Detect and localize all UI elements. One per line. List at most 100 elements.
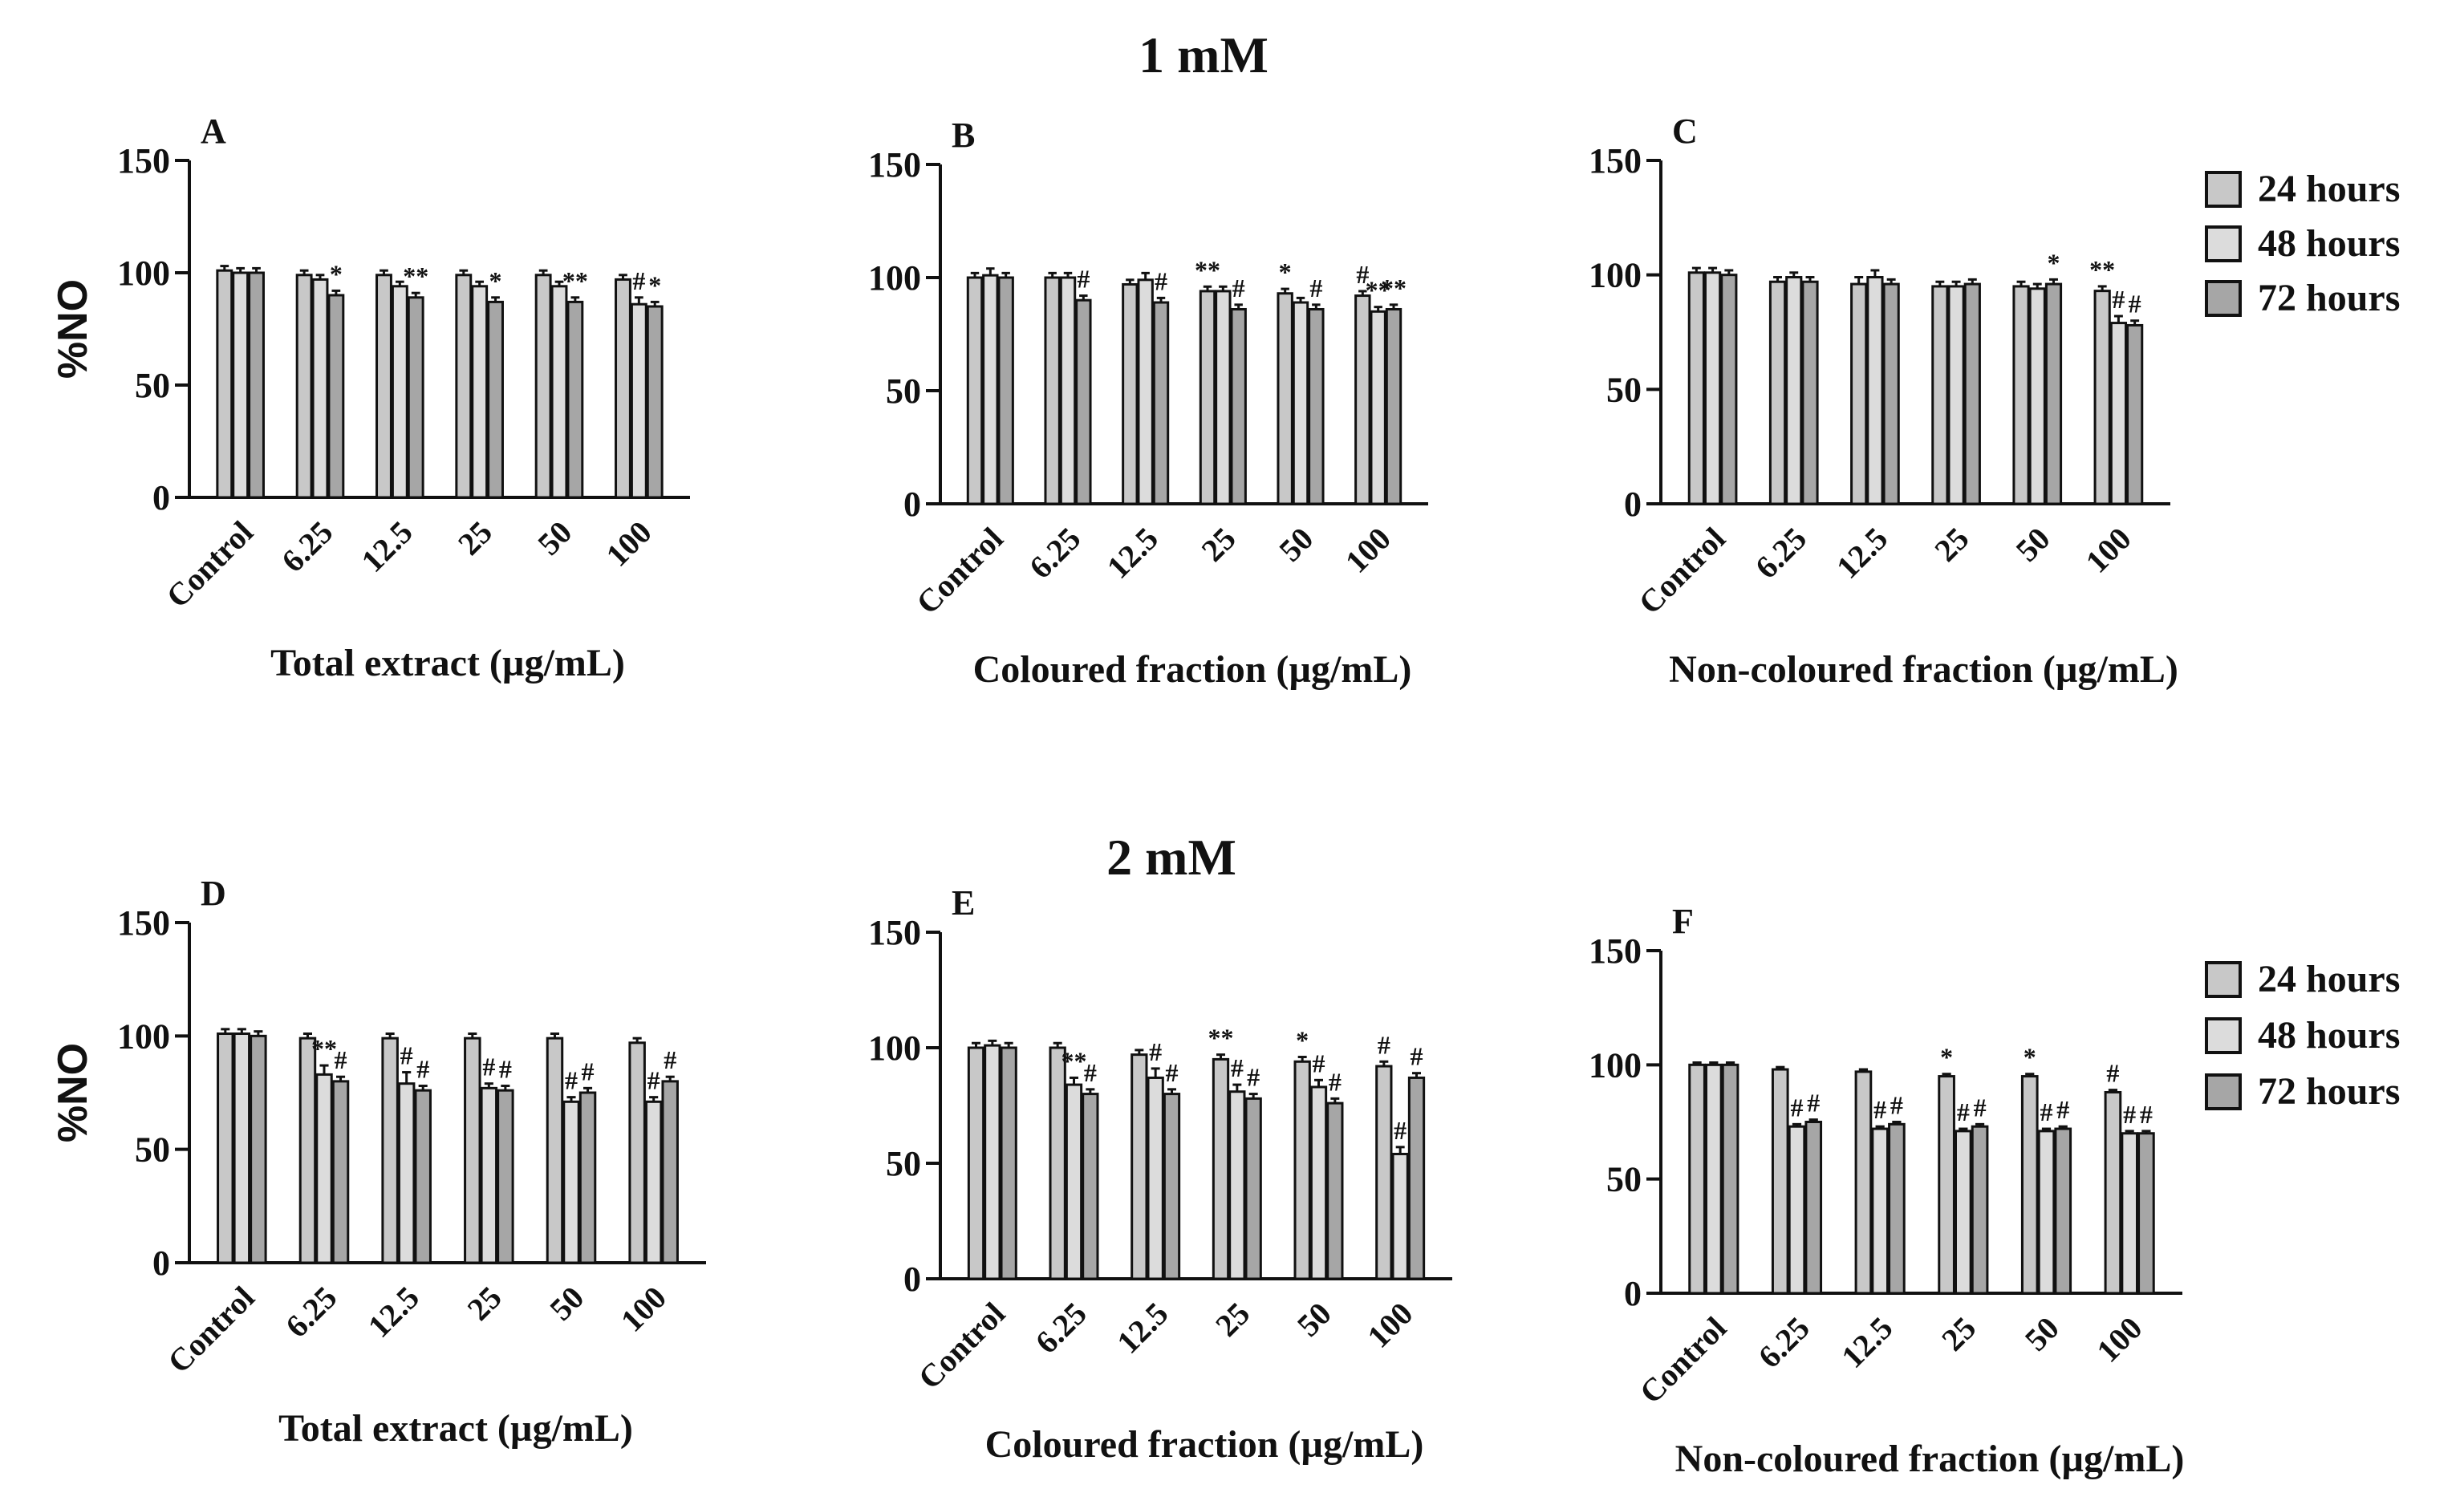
bar [2126,323,2144,505]
bar [1771,1068,1789,1295]
bar [1688,1063,1706,1295]
bar [2109,322,2128,505]
bar [534,274,552,499]
group-title-2mm: 2 mM [1106,829,1236,886]
bar [1000,1046,1017,1280]
legend-label: 72 hours [2258,1070,2400,1113]
x-tick-label: Control [159,514,260,615]
bar [1065,1083,1083,1280]
bar [1391,1152,1409,1280]
significance-mark: * [1940,1043,1953,1072]
bar [1703,271,1722,505]
bar [414,1089,432,1264]
x-tick-label: Control [1631,521,1732,622]
bar [295,274,313,499]
x-tick-label: 6.25 [278,1280,343,1345]
bar [1122,282,1139,505]
y-tick-label: 0 [1624,1274,1642,1313]
significance-mark: # [1247,1063,1260,1092]
x-tick-label: 6.25 [1748,521,1813,586]
bar [1804,1121,1823,1295]
bar [984,1044,1001,1280]
bar [1049,1046,1066,1280]
significance-mark: # [2123,1100,2136,1129]
significance-mark: # [1231,1053,1244,1082]
bar [1230,307,1247,505]
significance-mark: # [1807,1089,1820,1118]
bar [628,1041,646,1264]
bar [1687,271,1705,505]
bar [630,302,647,499]
y-tick-label: 100 [868,1028,921,1068]
x-tick-label: Control [1633,1310,1734,1411]
x-axis-title: Non-coloured fraction (µg/mL) [1669,648,2178,691]
bar [562,1100,580,1264]
bar [327,294,345,499]
legend-swatch [2205,171,2242,208]
bar [233,1032,251,1264]
significance-mark: # [565,1066,578,1095]
bar [1059,276,1077,505]
bar [566,300,584,499]
x-axis-title: Coloured fraction (µg/mL) [985,1423,1424,1466]
y-tick-label: 50 [1606,370,1642,409]
significance-mark: # [2040,1097,2053,1126]
panel-label: B [952,116,975,155]
significance-mark: ** [1366,276,1391,305]
significance-mark: # [632,266,645,295]
y-tick-label: 150 [117,141,170,181]
x-tick-label: 6.25 [274,514,339,579]
bar [331,1080,350,1264]
panel-label: A [201,112,226,151]
significance-mark: # [2056,1095,2069,1124]
bar [248,271,265,499]
significance-mark: # [482,1053,495,1081]
y-tick-label: 100 [117,1016,170,1056]
bar [1309,1085,1328,1280]
bar [546,1037,564,1264]
significance-mark: ** [2089,255,2115,284]
x-axis-title: Non-coloured fraction (µg/mL) [1675,1438,2185,1480]
significance-mark: # [1394,1116,1407,1145]
x-tick-label: 12.5 [1829,521,1894,586]
x-tick-label: 100 [614,1280,673,1339]
bar [232,271,250,499]
bar [1931,285,1949,505]
bar [1801,280,1819,505]
x-tick-label: 12.5 [1100,521,1165,586]
y-tick-label: 100 [117,254,170,293]
legend-swatch [2205,280,2242,317]
bar [217,1032,234,1264]
panel-label: F [1672,902,1694,941]
significance-mark: # [1356,260,1369,289]
x-tick-label: 50 [542,1280,591,1328]
significance-mark: ** [311,1034,337,1063]
x-tick-label: 6.25 [1029,1296,1094,1361]
bar [1854,1070,1873,1295]
bar [2121,1132,2138,1295]
x-tick-label: 50 [530,514,578,562]
significance-mark: # [1155,266,1167,295]
significance-mark: ** [403,262,428,290]
legend-label: 48 hours [2258,222,2400,265]
y-tick-label: 100 [1589,1045,1642,1085]
x-tick-label: 100 [2089,1310,2149,1369]
x-tick-label: 100 [599,514,658,574]
significance-mark: ** [1195,255,1220,284]
x-tick-label: 100 [2079,521,2138,580]
bar [1326,1101,1344,1280]
significance-mark: ** [1062,1046,1087,1075]
significance-mark: * [648,270,661,299]
bar [250,1034,267,1264]
x-axis-title: Total extract (µg/mL) [270,642,625,684]
legend: 24 hours 48 hours 72 hours [2205,958,2400,1113]
significance-mark: * [1279,258,1292,286]
y-tick-label: 0 [152,478,170,517]
y-tick-label: 150 [1589,931,1642,971]
bar [216,269,233,499]
x-tick-label: 50 [2009,521,2057,569]
y-tick-label: 150 [868,913,921,952]
bar [1375,1065,1393,1280]
